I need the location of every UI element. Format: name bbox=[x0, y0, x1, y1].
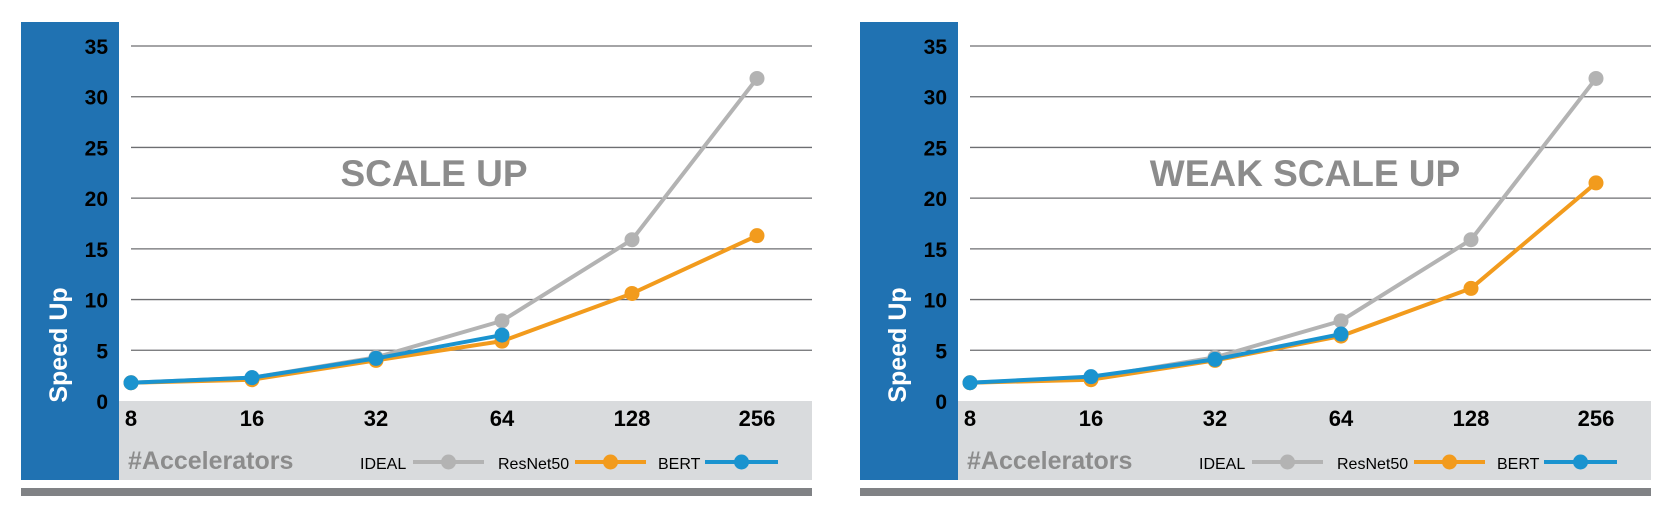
chart-title: WEAK SCALE UP bbox=[1150, 153, 1460, 194]
x-tick-label: 32 bbox=[364, 406, 388, 431]
data-point-resnet50 bbox=[1588, 175, 1604, 191]
x-tick-label: 128 bbox=[614, 406, 651, 431]
chart-svg: 0 5 10 15 20 25 30 35 Speed Up WEAK SCALE UP 8 16 32… bbox=[860, 22, 1651, 496]
y-tick-label: 25 bbox=[85, 137, 109, 160]
data-point-bert bbox=[962, 375, 978, 391]
data-point-bert bbox=[244, 370, 260, 386]
data-point-ideal bbox=[749, 70, 765, 86]
x-axis-band bbox=[119, 401, 812, 480]
data-point-resnet50 bbox=[1463, 280, 1479, 296]
x-tick-label: 8 bbox=[964, 406, 976, 431]
series-line-bert bbox=[969, 332, 1342, 385]
legend-marker bbox=[1280, 454, 1295, 470]
y-tick-label: 35 bbox=[85, 36, 109, 59]
x-axis-band bbox=[958, 401, 1651, 480]
x-tick-label: 8 bbox=[125, 406, 137, 431]
chart-panel-scale-up: 0 5 10 15 20 25 30 35 Speed Up SCALE UP 8 16 32 64 128… bbox=[0, 0, 839, 508]
y-tick-label: 0 bbox=[96, 391, 108, 414]
data-point-resnet50 bbox=[749, 228, 765, 244]
data-point-bert bbox=[368, 350, 384, 366]
data-point-ideal bbox=[494, 313, 510, 329]
legend-label: BERT bbox=[1497, 456, 1540, 473]
y-tick-label: 10 bbox=[85, 290, 108, 313]
data-point-ideal bbox=[1463, 232, 1479, 248]
series-line-resnet50 bbox=[969, 181, 1598, 385]
x-tick-label: 16 bbox=[1079, 406, 1103, 431]
y-axis-band bbox=[860, 22, 958, 480]
chart-title: SCALE UP bbox=[340, 153, 527, 194]
y-tick-label: 15 bbox=[924, 239, 948, 262]
y-tick-label: 30 bbox=[924, 87, 947, 110]
chart-svg: 0 5 10 15 20 25 30 35 Speed Up SCALE UP 8 16 32 64 128… bbox=[21, 22, 812, 496]
y-tick-label: 10 bbox=[924, 290, 947, 313]
y-tick-label: 15 bbox=[85, 239, 109, 262]
data-point-ideal bbox=[1588, 70, 1604, 86]
series-line-ideal bbox=[130, 77, 759, 385]
legend-marker bbox=[441, 454, 456, 470]
y-tick-label: 25 bbox=[924, 137, 948, 160]
legend-label: BERT bbox=[658, 456, 701, 473]
bottom-bar bbox=[860, 488, 1651, 496]
chart-panel-weak-scale-up: 0 5 10 15 20 25 30 35 Speed Up WEAK SCALE UP 8 16 32… bbox=[839, 0, 1678, 508]
series-line-resnet50 bbox=[130, 233, 758, 385]
data-point-bert bbox=[123, 375, 139, 391]
series-line-bert bbox=[130, 333, 503, 385]
data-point-ideal bbox=[624, 232, 640, 248]
y-tick-label: 35 bbox=[924, 36, 948, 59]
y-axis-label: Speed Up bbox=[45, 287, 73, 402]
legend-label: ResNet50 bbox=[1337, 456, 1408, 473]
data-point-bert bbox=[1083, 369, 1099, 385]
data-point-ideal bbox=[1333, 313, 1349, 329]
y-tick-label: 5 bbox=[96, 340, 108, 363]
legend-marker bbox=[1442, 454, 1457, 470]
x-axis-label: #Accelerators bbox=[967, 447, 1132, 475]
legend-marker bbox=[1573, 454, 1588, 470]
legend-label: IDEAL bbox=[1199, 456, 1245, 473]
y-tick-label: 0 bbox=[935, 391, 947, 414]
legend-marker bbox=[603, 454, 618, 470]
y-tick-label: 5 bbox=[935, 340, 947, 363]
x-tick-label: 64 bbox=[1329, 406, 1354, 431]
y-axis-label: Speed Up bbox=[884, 287, 912, 402]
legend-marker bbox=[734, 454, 749, 470]
x-tick-label: 128 bbox=[1453, 406, 1490, 431]
y-tick-label: 20 bbox=[85, 188, 108, 211]
y-tick-label: 20 bbox=[924, 188, 947, 211]
x-tick-label: 64 bbox=[490, 406, 515, 431]
data-point-bert bbox=[1207, 351, 1223, 367]
legend-label: IDEAL bbox=[360, 456, 406, 473]
x-axis-label: #Accelerators bbox=[128, 447, 293, 475]
legend-label: ResNet50 bbox=[498, 456, 569, 473]
x-tick-label: 32 bbox=[1203, 406, 1227, 431]
y-tick-label: 30 bbox=[85, 87, 108, 110]
x-tick-label: 16 bbox=[240, 406, 264, 431]
bottom-bar bbox=[21, 488, 812, 496]
y-axis-band bbox=[21, 22, 119, 480]
x-tick-label: 256 bbox=[1578, 406, 1615, 431]
x-tick-label: 256 bbox=[739, 406, 776, 431]
data-point-bert bbox=[494, 327, 510, 343]
series-line-ideal bbox=[969, 77, 1598, 385]
data-point-bert bbox=[1333, 326, 1349, 342]
data-point-resnet50 bbox=[624, 285, 640, 301]
